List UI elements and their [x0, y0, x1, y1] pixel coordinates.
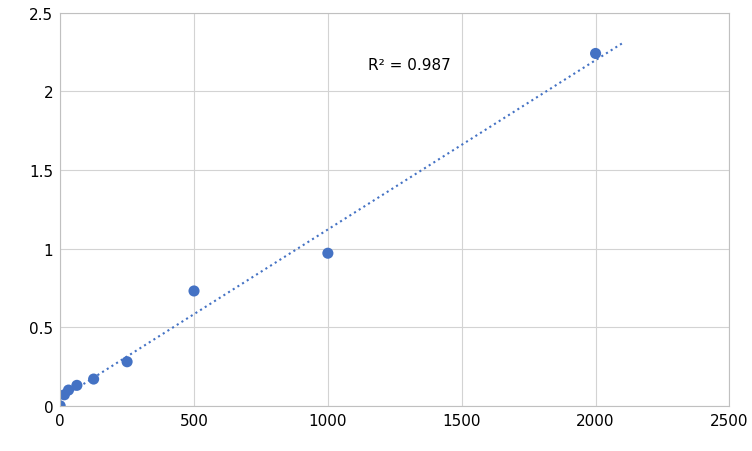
Point	[121, 359, 133, 366]
Text: R² = 0.987: R² = 0.987	[368, 58, 450, 73]
Point	[188, 288, 200, 295]
Point	[54, 402, 66, 410]
Point	[71, 382, 83, 389]
Point	[590, 51, 602, 58]
Point	[62, 387, 74, 394]
Point	[59, 391, 71, 399]
Point	[87, 376, 99, 383]
Point	[322, 250, 334, 257]
